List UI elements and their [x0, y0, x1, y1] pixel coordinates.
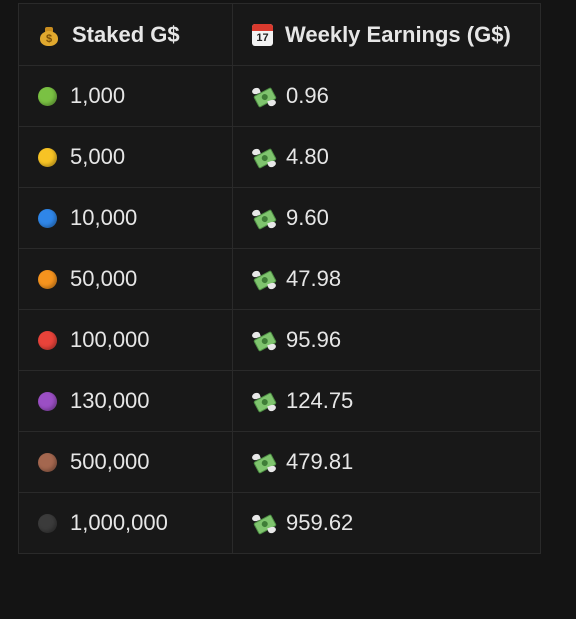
staked-value: 1,000,000 [70, 510, 168, 535]
table-row: 1,000 0.96 [18, 65, 541, 127]
weekly-value: 959.62 [286, 510, 354, 535]
weekly-cell: 479.81 [232, 431, 541, 493]
table-row: 100,000 95.96 [18, 309, 541, 371]
staked-cell: 130,000 [18, 370, 233, 432]
flying-money-icon [251, 146, 277, 169]
color-circle-icon [38, 147, 57, 167]
weekly-cell: 4.80 [232, 126, 541, 188]
staked-value: 50,000 [70, 266, 138, 291]
weekly-cell: 95.96 [232, 309, 541, 371]
color-circle-icon [38, 330, 57, 350]
color-circle-icon [38, 391, 57, 411]
header-staked-label: Staked G$ [72, 21, 180, 47]
staked-cell: 100,000 [18, 309, 233, 371]
weekly-value: 479.81 [286, 449, 354, 474]
table-row: 5,000 4.80 [18, 126, 541, 188]
header-earnings: 17 Weekly Earnings (G$) [232, 3, 541, 66]
weekly-value: 9.60 [286, 205, 329, 230]
staking-table-container: $ Staked G$ 17 Weekly Earnings (G$) [18, 3, 541, 554]
money-bag-icon: $ [38, 24, 60, 46]
color-circle-icon [38, 269, 57, 289]
calendar-icon: 17 [252, 23, 273, 46]
weekly-value: 0.96 [286, 83, 329, 108]
weekly-cell: 0.96 [232, 65, 541, 127]
flying-money-icon [251, 268, 277, 291]
calendar-day: 17 [256, 31, 269, 44]
staked-value: 5,000 [70, 144, 126, 169]
color-circle-icon [38, 208, 57, 228]
table-row: 130,000 124.75 [18, 370, 541, 432]
header-staked: $ Staked G$ [18, 3, 233, 66]
staked-cell: 50,000 [18, 248, 233, 310]
staked-cell: 5,000 [18, 126, 233, 188]
weekly-value: 95.96 [286, 327, 342, 352]
flying-money-icon [251, 85, 277, 108]
staked-value: 500,000 [70, 449, 150, 474]
table-row: 10,000 9.60 [18, 187, 541, 249]
staked-cell: 1,000 [18, 65, 233, 127]
header-earnings-label: Weekly Earnings (G$) [285, 21, 511, 47]
weekly-cell: 959.62 [232, 492, 541, 554]
table-header-row: $ Staked G$ 17 Weekly Earnings (G$) [18, 3, 541, 66]
color-circle-icon [38, 452, 57, 472]
flying-money-icon [251, 329, 277, 352]
color-circle-icon [38, 513, 57, 533]
weekly-value: 4.80 [286, 144, 329, 169]
table-row: 1,000,000 959.62 [18, 492, 541, 554]
staked-cell: 10,000 [18, 187, 233, 249]
weekly-value: 47.98 [286, 266, 342, 291]
flying-money-icon [251, 207, 277, 230]
flying-money-icon [251, 390, 277, 413]
flying-money-icon [251, 512, 277, 535]
weekly-value: 124.75 [286, 388, 354, 413]
weekly-cell: 47.98 [232, 248, 541, 310]
staked-cell: 1,000,000 [18, 492, 233, 554]
staked-cell: 500,000 [18, 431, 233, 493]
weekly-cell: 9.60 [232, 187, 541, 249]
flying-money-icon [251, 451, 277, 474]
table-row: 500,000 479.81 [18, 431, 541, 493]
table-row: 50,000 47.98 [18, 248, 541, 310]
staked-value: 100,000 [70, 327, 150, 352]
weekly-cell: 124.75 [232, 370, 541, 432]
color-circle-icon [38, 86, 57, 106]
staking-earnings-table: $ Staked G$ 17 Weekly Earnings (G$) [18, 3, 541, 554]
staked-value: 1,000 [70, 83, 126, 108]
staked-value: 130,000 [70, 388, 150, 413]
staked-value: 10,000 [70, 205, 138, 230]
